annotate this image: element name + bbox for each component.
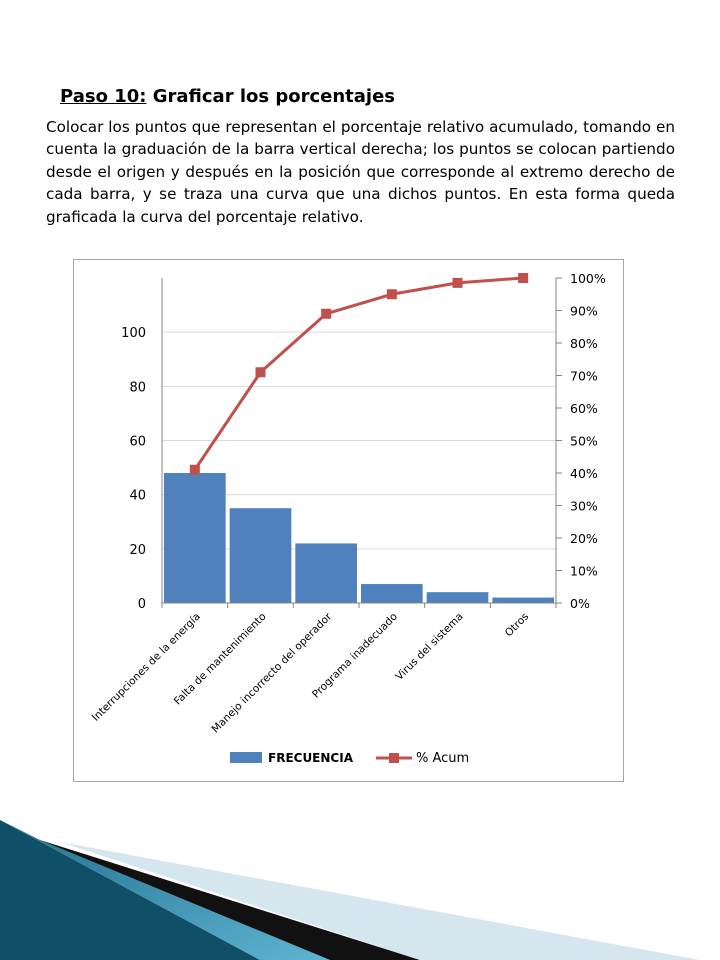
legend-bar-swatch <box>230 752 262 763</box>
corner-shape-black <box>40 840 420 960</box>
step-heading: Paso 10: Graficar los porcentajes <box>60 86 395 107</box>
step-label: Paso 10: <box>60 86 147 107</box>
y-axis-tick-label: 80 <box>129 380 146 395</box>
step-title: Graficar los porcentajes <box>152 86 396 107</box>
y2-axis-tick-label: 10% <box>570 564 598 579</box>
bar <box>295 543 357 603</box>
x-axis-category-label: Virus del sistema <box>393 611 465 683</box>
x-axis-category-label: Otros <box>503 611 532 640</box>
y-axis-tick-label: 100 <box>121 326 146 341</box>
cumulative-percent-marker <box>189 464 200 475</box>
cumulative-percent-marker <box>452 277 463 288</box>
y-axis-tick-label: 20 <box>129 543 146 558</box>
x-axis-category-label: Manejo incorrecto del operador <box>209 610 334 735</box>
decorative-corner-graphic <box>0 820 700 960</box>
bar <box>426 592 489 603</box>
cumulative-percent-marker <box>386 289 397 300</box>
legend-label-acum: % Acum <box>416 751 469 766</box>
y2-axis-tick-label: 60% <box>570 401 598 416</box>
legend-marker-swatch <box>389 753 399 763</box>
cumulative-percent-marker <box>255 367 266 378</box>
legend-label-frecuencia: FRECUENCIA <box>268 751 354 765</box>
bar <box>492 597 554 603</box>
y2-axis-tick-label: 40% <box>570 466 598 481</box>
cumulative-percent-line <box>193 276 524 471</box>
bar <box>361 584 423 603</box>
corner-shape-light <box>60 842 700 960</box>
bar <box>164 473 226 603</box>
y2-axis-tick-label: 50% <box>570 434 598 449</box>
cumulative-percent-marker <box>321 308 332 319</box>
y2-axis-tick-label: 0% <box>570 596 590 611</box>
chart-canvas: 0 20 40 60 80 100 0% 10% 20% 30% 40% 50% 60% 70% 80% 90… <box>90 271 606 766</box>
y-axis-tick-label: 0 <box>138 597 146 612</box>
bar <box>229 508 292 603</box>
y2-axis-tick-label: 20% <box>570 531 598 546</box>
y2-axis-tick-label: 70% <box>570 369 598 384</box>
y2-axis-tick-label: 90% <box>570 304 598 319</box>
y-axis-tick-label: 40 <box>129 489 146 504</box>
y-axis-tick-label: 60 <box>129 435 146 450</box>
cumulative-percent-marker <box>518 273 529 283</box>
pareto-chart: 0 20 40 60 80 100 0% 10% 20% 30% 40% 50% 60% 70% 80% 90… <box>73 259 624 782</box>
x-axis-category-label: Interrupciones de la energía <box>90 611 203 724</box>
y2-axis-tick-label: 100% <box>570 271 606 286</box>
y2-axis-tick-label: 80% <box>570 336 598 351</box>
y2-axis-tick-label: 30% <box>570 499 598 514</box>
instruction-paragraph: Colocar los puntos que representan el po… <box>46 118 675 226</box>
